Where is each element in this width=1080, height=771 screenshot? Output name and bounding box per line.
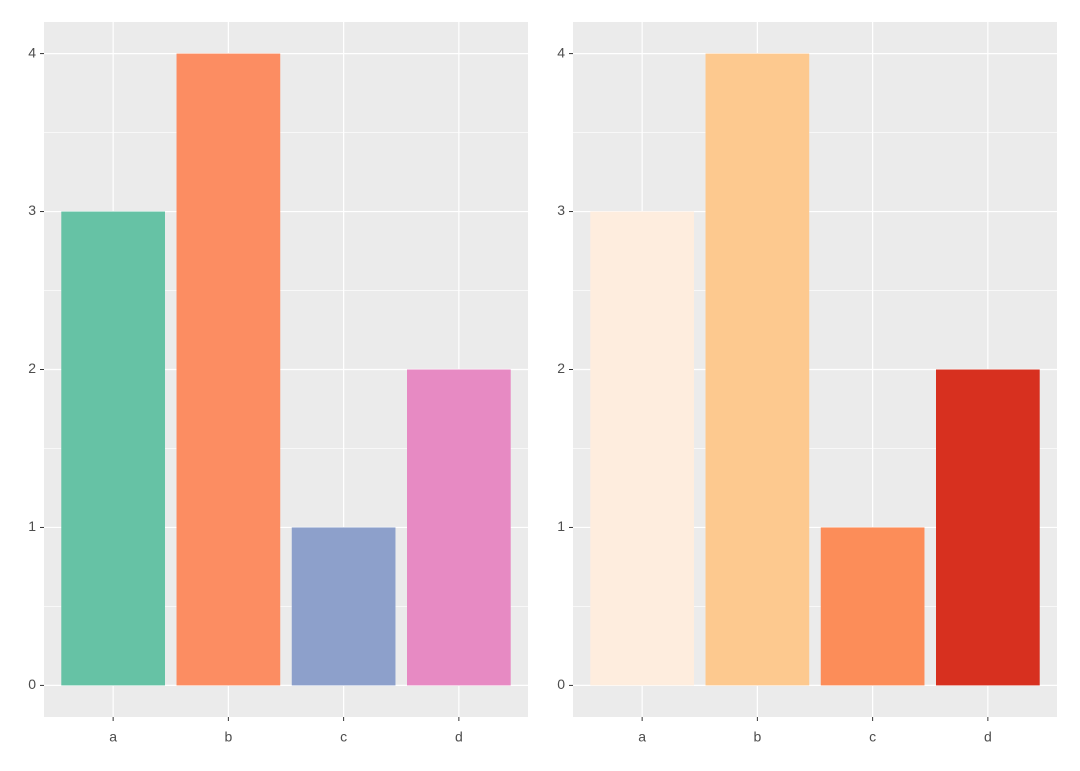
bar <box>705 53 810 686</box>
y-tick-label: 0 <box>557 676 565 692</box>
bar <box>176 53 281 686</box>
x-tick-label: b <box>753 729 761 745</box>
x-tick-label: a <box>638 729 646 745</box>
bar <box>820 527 925 686</box>
bar <box>936 369 1040 686</box>
y-tick-label: 1 <box>28 518 36 534</box>
x-tick-label: b <box>224 729 232 745</box>
y-tick-label: 2 <box>557 360 565 376</box>
bar <box>590 211 694 686</box>
y-tick-label: 2 <box>28 360 36 376</box>
y-tick-label: 3 <box>28 202 36 218</box>
x-tick-label: c <box>869 729 876 745</box>
y-tick-label: 1 <box>557 518 565 534</box>
y-tick-label: 3 <box>557 202 565 218</box>
x-tick-label: a <box>109 729 117 745</box>
y-tick-label: 4 <box>28 44 36 60</box>
y-tick-label: 4 <box>557 44 565 60</box>
bar <box>61 211 165 686</box>
bar <box>407 369 511 686</box>
x-tick-label: d <box>455 729 463 745</box>
x-tick-label: c <box>340 729 347 745</box>
bar <box>291 527 396 686</box>
y-tick-label: 0 <box>28 676 36 692</box>
x-tick-label: d <box>984 729 992 745</box>
